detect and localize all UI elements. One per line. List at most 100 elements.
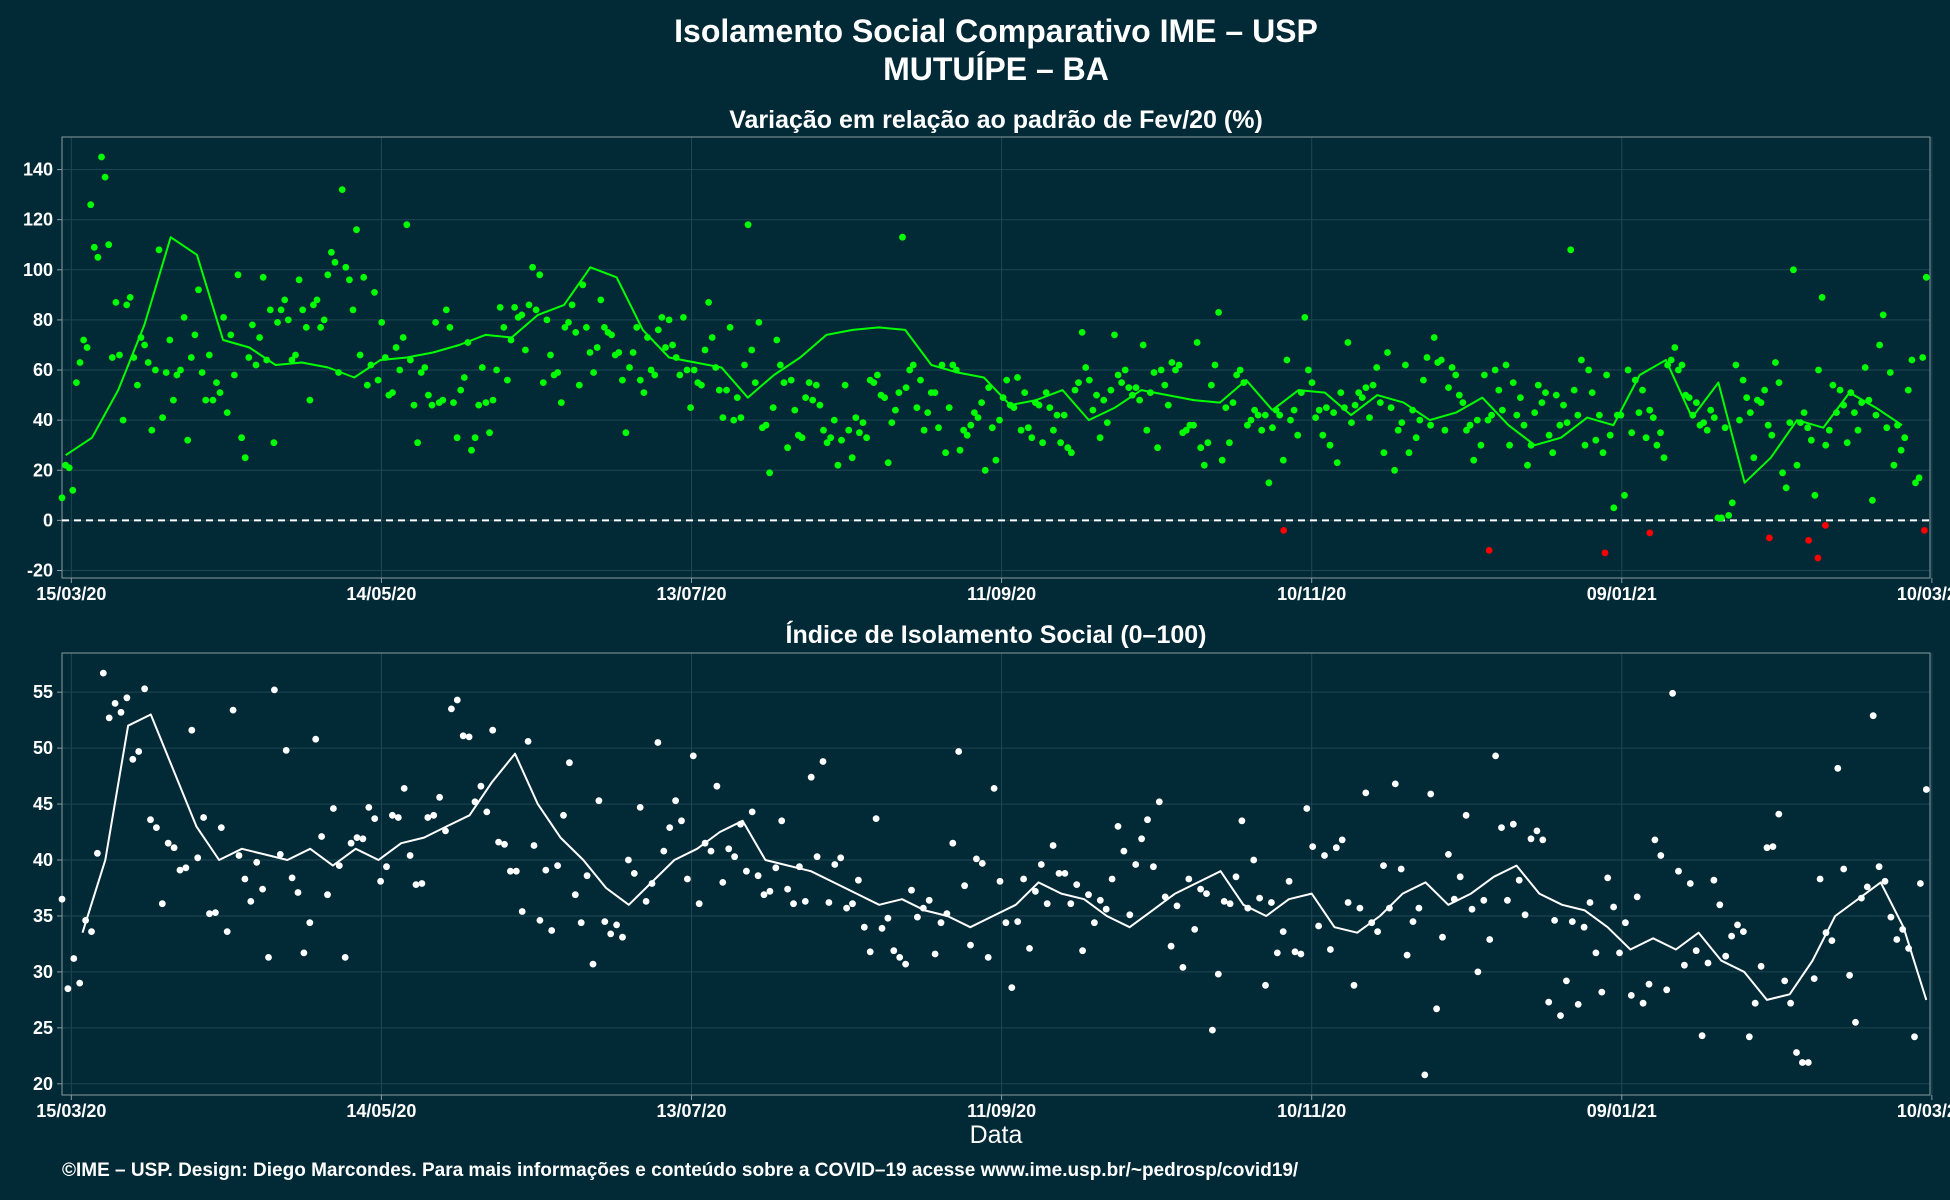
data-point: [101, 173, 109, 181]
data-point: [1068, 449, 1075, 457]
data-point: [931, 389, 939, 396]
data-point: [1416, 416, 1424, 424]
data-point: [1772, 359, 1779, 366]
data-point: [872, 815, 880, 822]
data-point: [755, 319, 763, 326]
negative-data-point: [1921, 527, 1928, 534]
data-point: [1067, 900, 1075, 908]
data-point: [1039, 439, 1046, 447]
data-point: [1384, 349, 1391, 356]
data-point: [1319, 431, 1327, 439]
data-point: [1071, 386, 1079, 394]
data-point: [1504, 896, 1511, 904]
data-point: [312, 735, 320, 743]
data-point: [819, 758, 827, 765]
data-point: [1211, 361, 1219, 369]
data-point: [187, 354, 195, 361]
data-point: [856, 429, 863, 437]
y-tick-label: 100: [23, 260, 53, 280]
data-point: [198, 369, 206, 376]
data-point: [608, 331, 615, 339]
data-point: [539, 379, 547, 386]
data-point: [318, 833, 325, 840]
data-point: [1669, 689, 1676, 697]
data-point: [1474, 968, 1482, 976]
data-point: [1362, 384, 1370, 391]
data-point: [446, 324, 454, 331]
data-point: [1732, 361, 1740, 369]
data-point: [459, 732, 467, 740]
data-point: [134, 381, 141, 389]
data-point: [1606, 431, 1614, 439]
data-point: [512, 867, 520, 875]
data-point: [1150, 863, 1157, 871]
data-point: [217, 824, 225, 831]
data-point: [1492, 752, 1499, 760]
data-point: [1722, 952, 1730, 960]
data-point: [748, 808, 756, 816]
data-point: [1495, 386, 1503, 394]
data-point: [1208, 381, 1215, 389]
data-point: [1887, 913, 1895, 921]
data-point: [1200, 461, 1208, 469]
data-point: [642, 898, 650, 905]
data-point: [1743, 394, 1751, 401]
data-point: [399, 334, 407, 341]
data-point: [1341, 404, 1348, 411]
data-point: [1675, 366, 1682, 374]
data-point: [1229, 399, 1237, 406]
data-point: [1043, 900, 1051, 908]
data-point: [522, 346, 529, 354]
data-point: [238, 434, 246, 442]
data-point: [730, 416, 738, 424]
data-point: [1358, 394, 1366, 401]
data-point: [884, 459, 892, 467]
data-point: [1879, 311, 1887, 319]
data-point: [1445, 851, 1452, 858]
data-point: [1751, 999, 1759, 1007]
y-tick-label: 140: [23, 160, 53, 180]
data-point: [349, 306, 357, 314]
data-point: [1502, 361, 1510, 369]
data-point: [418, 880, 426, 887]
data-point: [1297, 389, 1305, 396]
data-point: [690, 366, 698, 374]
x-tick-label: 15/03/20: [36, 1101, 106, 1121]
data-point: [1686, 880, 1694, 887]
data-point: [1596, 411, 1603, 419]
data-point: [507, 336, 515, 344]
data-point: [1394, 426, 1402, 434]
data-point: [1096, 896, 1104, 904]
data-point: [560, 811, 567, 819]
data-point: [719, 879, 727, 886]
data-point: [493, 366, 500, 374]
data-point: [777, 361, 784, 369]
data-point: [227, 331, 235, 339]
data-point: [1901, 434, 1909, 442]
data-point: [73, 379, 80, 386]
data-point: [813, 853, 821, 861]
y-tick-label: 35: [33, 906, 53, 926]
data-point: [256, 334, 263, 341]
x-tick-label: 14/05/20: [346, 1101, 416, 1121]
data-point: [837, 854, 845, 862]
data-point: [424, 814, 432, 821]
data-point: [1675, 867, 1682, 875]
data-point: [346, 276, 353, 284]
data-point: [70, 955, 78, 962]
data-point: [489, 726, 497, 734]
data-point: [849, 900, 856, 908]
y-tick-label: 50: [33, 738, 53, 758]
data-point: [978, 399, 985, 406]
data-point: [834, 461, 842, 469]
data-point: [1003, 376, 1011, 384]
data-point: [76, 979, 84, 987]
data-point: [536, 271, 544, 279]
data-point: [1520, 421, 1528, 429]
data-point: [1427, 421, 1434, 429]
data-point: [1303, 805, 1311, 812]
data-point: [1226, 900, 1234, 908]
x-tick-label: 13/07/20: [656, 584, 726, 604]
data-point: [1214, 970, 1222, 978]
y-tick-label: 55: [33, 682, 53, 702]
